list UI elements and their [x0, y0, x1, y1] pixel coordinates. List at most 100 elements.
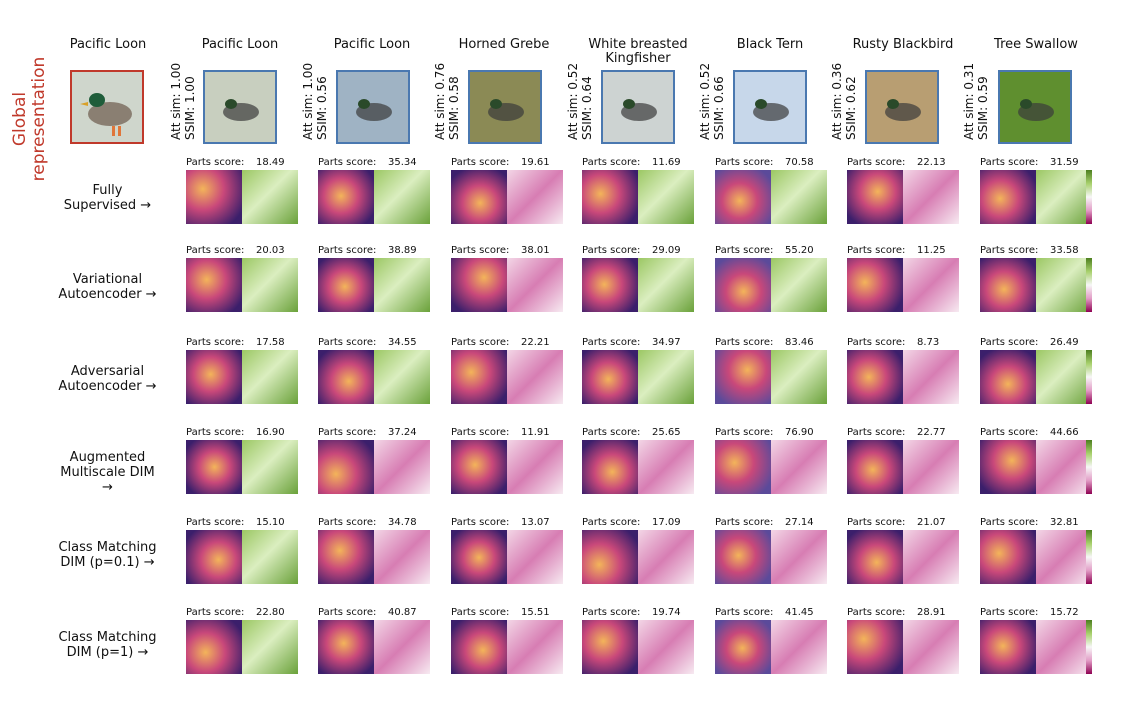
parts-score-label: Parts score:: [582, 337, 641, 348]
parts-score: Parts score: 28.91: [847, 607, 946, 618]
parts-score: Parts score: 16.90: [186, 427, 285, 438]
difference-map: [374, 258, 430, 312]
attention-map: [715, 170, 771, 224]
attention-map: [451, 170, 507, 224]
parts-score-value: 38.01: [521, 245, 550, 256]
parts-score-value: 26.49: [1050, 337, 1079, 348]
difference-map: [771, 620, 827, 674]
att-sim-label: Att sim: 1.00: [169, 62, 183, 140]
parts-score-label: Parts score:: [980, 517, 1039, 528]
difference-map: [771, 530, 827, 584]
difference-map: [1036, 350, 1092, 404]
parts-score-value: 70.58: [785, 157, 814, 168]
difference-map: [242, 170, 298, 224]
difference-map: [507, 620, 563, 674]
att-sim-label: Att sim: 0.52: [566, 62, 580, 140]
query-image: [70, 70, 144, 144]
attention-map: [582, 620, 638, 674]
attention-map: [451, 620, 507, 674]
difference-map: [1036, 440, 1092, 494]
attention-map: [186, 350, 242, 404]
difference-map: [903, 530, 959, 584]
row-label: Class Matching DIM (p=0.1) →: [58, 540, 157, 570]
parts-score-value: 41.45: [785, 607, 814, 618]
difference-map: [242, 440, 298, 494]
parts-score-value: 8.73: [917, 337, 940, 348]
parts-score: Parts score: 38.89: [318, 245, 417, 256]
parts-score-label: Parts score:: [318, 157, 377, 168]
parts-score-label: Parts score:: [847, 427, 906, 438]
difference-map: [638, 258, 694, 312]
difference-map: [638, 440, 694, 494]
difference-map: [903, 350, 959, 404]
column-title: Rusty Blackbird: [852, 37, 954, 52]
difference-map: [374, 620, 430, 674]
difference-map: [242, 258, 298, 312]
parts-score: Parts score: 11.69: [582, 157, 681, 168]
parts-score-label: Parts score:: [318, 245, 377, 256]
parts-score-label: Parts score:: [715, 607, 774, 618]
parts-score-label: Parts score:: [980, 607, 1039, 618]
attention-map: [186, 440, 242, 494]
parts-score-value: 15.10: [256, 517, 285, 528]
difference-map: [374, 170, 430, 224]
parts-score-label: Parts score:: [186, 245, 245, 256]
attention-map: [186, 530, 242, 584]
parts-score-label: Parts score:: [451, 337, 510, 348]
parts-score: Parts score: 22.13: [847, 157, 946, 168]
retrieved-image: [865, 70, 939, 144]
parts-score: Parts score: 40.87: [318, 607, 417, 618]
parts-score-label: Parts score:: [980, 245, 1039, 256]
attention-map: [980, 170, 1036, 224]
att-sim-label: Att sim: 0.36: [830, 62, 844, 140]
difference-map: [638, 170, 694, 224]
attention-map: [715, 620, 771, 674]
attention-map: [980, 258, 1036, 312]
attention-map: [186, 170, 242, 224]
parts-score-value: 76.90: [785, 427, 814, 438]
parts-score: Parts score: 44.66: [980, 427, 1079, 438]
parts-score: Parts score: 83.46: [715, 337, 814, 348]
parts-score-value: 22.80: [256, 607, 285, 618]
attention-map: [847, 350, 903, 404]
parts-score: Parts score: 15.51: [451, 607, 550, 618]
parts-score-value: 22.21: [521, 337, 550, 348]
parts-score-label: Parts score:: [318, 427, 377, 438]
parts-score-value: 22.13: [917, 157, 946, 168]
parts-score: Parts score: 20.03: [186, 245, 285, 256]
parts-score-value: 11.25: [917, 245, 946, 256]
parts-score-value: 32.81: [1050, 517, 1079, 528]
attention-map: [451, 440, 507, 494]
parts-score-label: Parts score:: [715, 245, 774, 256]
parts-score: Parts score: 76.90: [715, 427, 814, 438]
attention-map: [847, 620, 903, 674]
parts-score-value: 37.24: [388, 427, 417, 438]
parts-score-value: 34.78: [388, 517, 417, 528]
ssim-label: SSIM: 0.59: [976, 76, 990, 140]
colorbar: [1086, 440, 1092, 494]
global-representation-label: Global representation: [10, 56, 49, 182]
row-label: Class Matching DIM (p=1) →: [58, 630, 157, 660]
column-title: White breasted Kingfisher: [588, 37, 688, 66]
colorbar: [1086, 350, 1092, 404]
difference-map: [903, 258, 959, 312]
parts-score-label: Parts score:: [451, 607, 510, 618]
parts-score-label: Parts score:: [582, 245, 641, 256]
parts-score-value: 13.07: [521, 517, 550, 528]
parts-score: Parts score: 17.09: [582, 517, 681, 528]
attention-map: [847, 170, 903, 224]
parts-score-label: Parts score:: [847, 157, 906, 168]
difference-map: [771, 258, 827, 312]
parts-score-value: 44.66: [1050, 427, 1079, 438]
attention-map: [186, 620, 242, 674]
parts-score-value: 28.91: [917, 607, 946, 618]
parts-score-label: Parts score:: [451, 427, 510, 438]
attention-map: [451, 350, 507, 404]
parts-score-value: 17.58: [256, 337, 285, 348]
difference-map: [771, 440, 827, 494]
parts-score-value: 11.91: [521, 427, 550, 438]
difference-map: [507, 530, 563, 584]
difference-map: [903, 440, 959, 494]
attention-map: [715, 258, 771, 312]
parts-score-value: 16.90: [256, 427, 285, 438]
